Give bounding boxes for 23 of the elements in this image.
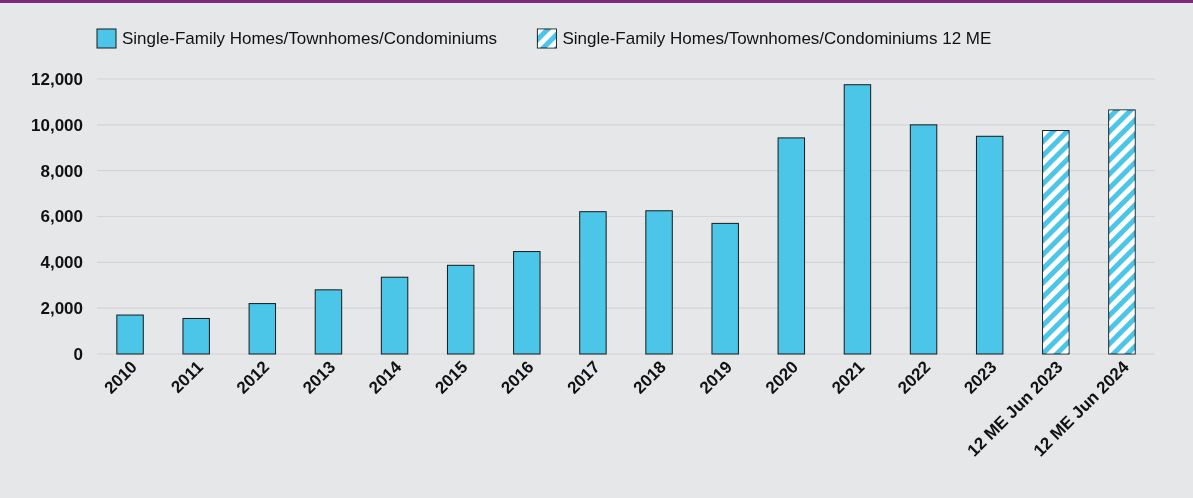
bar	[843, 84, 872, 355]
y-tick-label: 12,000	[31, 69, 83, 89]
bar	[975, 135, 1004, 355]
bar	[446, 264, 475, 355]
bar	[182, 317, 210, 355]
bar	[314, 289, 343, 355]
bar	[777, 137, 806, 355]
y-tick-label: 6,000	[40, 207, 83, 227]
y-tick-label: 4,000	[40, 253, 83, 273]
bar	[513, 251, 541, 355]
y-tick-label: 10,000	[31, 115, 83, 135]
legend-label: Single-Family Homes/Townhomes/Condominiums 12 ME	[562, 29, 992, 48]
bar	[909, 124, 938, 355]
y-tick-label: 8,000	[40, 161, 83, 181]
bar	[645, 210, 673, 355]
bar	[579, 211, 607, 355]
bar	[248, 303, 277, 355]
legend-label: Single-Family Homes/Townhomes/Condominiums	[122, 29, 498, 48]
bar	[711, 222, 739, 355]
y-tick-label: 0	[73, 344, 83, 364]
y-tick-label: 2,000	[40, 299, 83, 319]
bar	[116, 314, 144, 355]
bar	[380, 276, 409, 355]
